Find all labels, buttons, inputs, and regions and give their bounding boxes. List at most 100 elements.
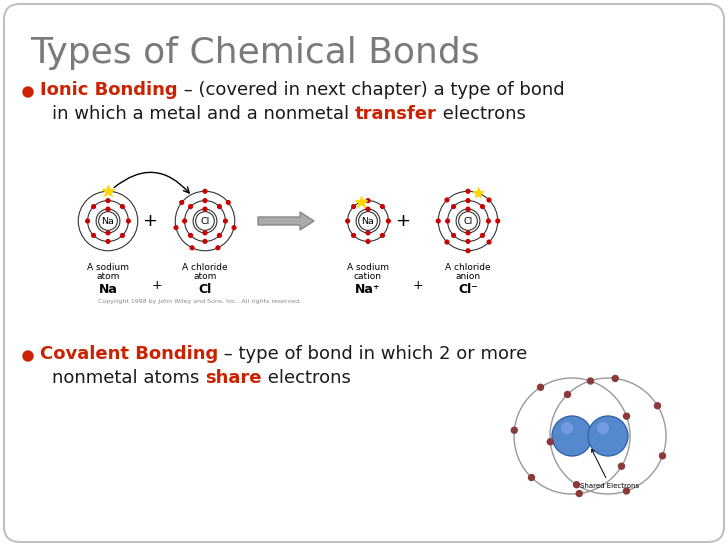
Circle shape — [623, 488, 630, 494]
Text: atom: atom — [96, 272, 119, 281]
Text: Types of Chemical Bonds: Types of Chemical Bonds — [30, 36, 480, 70]
Circle shape — [487, 198, 491, 202]
Circle shape — [619, 463, 625, 469]
Text: Na: Na — [362, 217, 374, 225]
Circle shape — [203, 199, 207, 203]
Circle shape — [203, 231, 207, 235]
Circle shape — [612, 376, 618, 382]
Text: Ionic Bonding: Ionic Bonding — [40, 81, 178, 99]
Text: +: + — [151, 279, 162, 292]
Circle shape — [23, 351, 33, 361]
Circle shape — [480, 234, 484, 238]
Circle shape — [381, 205, 384, 209]
Circle shape — [445, 198, 449, 202]
Text: +: + — [142, 212, 157, 230]
Circle shape — [189, 205, 192, 209]
Text: +: + — [413, 279, 423, 292]
Circle shape — [121, 205, 124, 209]
Circle shape — [232, 225, 236, 229]
Circle shape — [588, 416, 628, 456]
Text: +: + — [395, 212, 410, 230]
Circle shape — [92, 234, 95, 238]
Text: Cl: Cl — [200, 217, 210, 225]
Circle shape — [223, 219, 227, 223]
Circle shape — [216, 246, 220, 250]
Text: nonmetal atoms: nonmetal atoms — [52, 369, 205, 387]
Text: Shared Electrons: Shared Electrons — [580, 449, 640, 489]
Text: A sodium: A sodium — [87, 263, 129, 272]
Text: share: share — [205, 369, 261, 387]
Circle shape — [106, 199, 110, 203]
Text: Copyright 1998 by John Wiley and Sons, Inc.  All rights reserved.: Copyright 1998 by John Wiley and Sons, I… — [98, 299, 301, 304]
Text: A sodium: A sodium — [347, 263, 389, 272]
Circle shape — [366, 231, 370, 235]
Circle shape — [99, 212, 117, 230]
Circle shape — [196, 212, 214, 230]
Circle shape — [127, 219, 130, 223]
Text: electrons: electrons — [437, 105, 526, 123]
Circle shape — [106, 207, 110, 211]
Circle shape — [436, 219, 440, 223]
Text: anion: anion — [456, 272, 480, 281]
Circle shape — [121, 234, 124, 238]
Circle shape — [189, 234, 192, 238]
Circle shape — [552, 416, 592, 456]
Circle shape — [180, 200, 183, 204]
Text: A chloride: A chloride — [182, 263, 228, 272]
Circle shape — [587, 378, 593, 384]
Circle shape — [451, 205, 456, 209]
Circle shape — [466, 231, 470, 235]
Circle shape — [466, 207, 470, 211]
Circle shape — [654, 403, 660, 409]
Circle shape — [203, 207, 207, 211]
Circle shape — [466, 249, 470, 253]
Circle shape — [218, 205, 221, 209]
Circle shape — [487, 240, 491, 244]
Circle shape — [660, 453, 665, 459]
Text: in which a metal and a nonmetal: in which a metal and a nonmetal — [52, 105, 355, 123]
Text: atom: atom — [194, 272, 217, 281]
Text: electrons: electrons — [261, 369, 350, 387]
Text: Cl: Cl — [464, 217, 472, 225]
Circle shape — [86, 219, 90, 223]
Circle shape — [574, 482, 579, 488]
Circle shape — [92, 205, 95, 209]
Circle shape — [366, 199, 370, 203]
Circle shape — [537, 384, 544, 390]
Circle shape — [106, 231, 110, 235]
Circle shape — [459, 212, 478, 230]
Circle shape — [623, 413, 630, 419]
Circle shape — [352, 205, 355, 209]
Circle shape — [106, 240, 110, 244]
Circle shape — [183, 219, 186, 223]
Circle shape — [359, 212, 377, 230]
Circle shape — [226, 200, 230, 204]
Circle shape — [466, 240, 470, 244]
Circle shape — [529, 474, 534, 480]
Circle shape — [174, 225, 178, 229]
Text: transfer: transfer — [355, 105, 437, 123]
Circle shape — [451, 234, 456, 238]
Text: Na⁺: Na⁺ — [355, 283, 381, 296]
Circle shape — [511, 427, 518, 433]
Circle shape — [576, 490, 582, 496]
Circle shape — [106, 189, 110, 193]
Text: Covalent Bonding: Covalent Bonding — [40, 345, 218, 363]
Text: Cl⁻: Cl⁻ — [458, 283, 478, 296]
Circle shape — [218, 234, 221, 238]
Circle shape — [387, 219, 390, 223]
Circle shape — [466, 199, 470, 203]
Circle shape — [352, 234, 355, 238]
Circle shape — [203, 240, 207, 244]
FancyArrow shape — [258, 212, 314, 230]
Text: cation: cation — [354, 272, 382, 281]
FancyBboxPatch shape — [4, 4, 724, 542]
Text: – type of bond in which 2 or more: – type of bond in which 2 or more — [218, 345, 528, 363]
Text: – (covered in next chapter) a type of bond: – (covered in next chapter) a type of bo… — [178, 81, 564, 99]
Circle shape — [203, 189, 207, 193]
Circle shape — [564, 391, 571, 397]
Circle shape — [445, 240, 449, 244]
Circle shape — [366, 240, 370, 244]
Circle shape — [190, 246, 194, 250]
Circle shape — [480, 205, 484, 209]
